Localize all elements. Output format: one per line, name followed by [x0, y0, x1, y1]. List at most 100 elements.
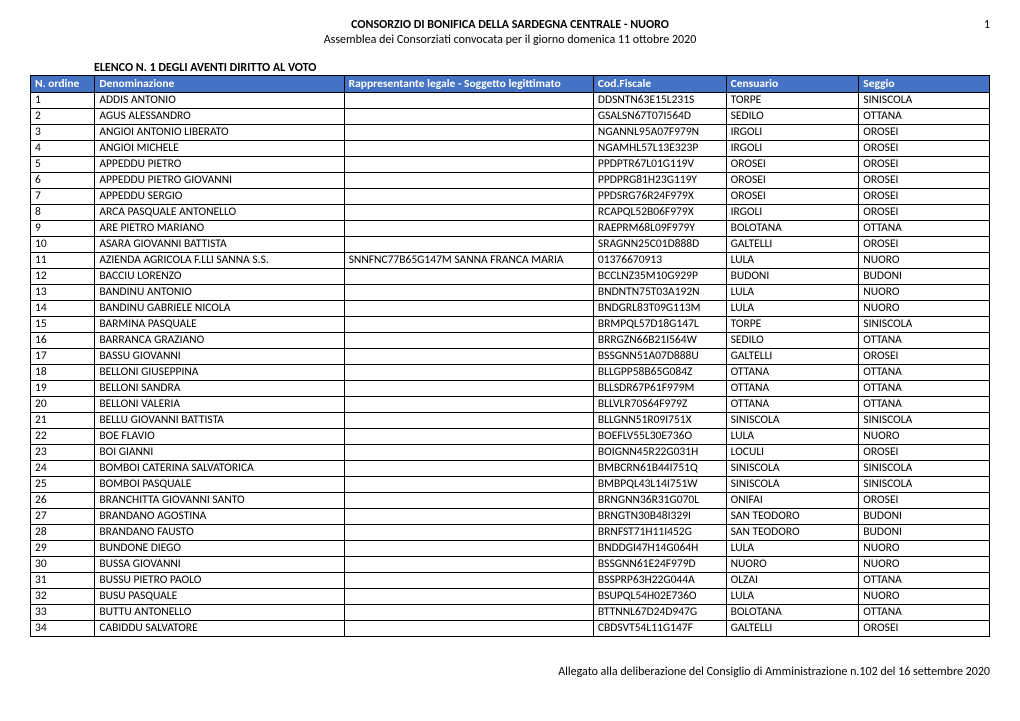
- table-cell: 9: [31, 221, 95, 237]
- table-cell: [344, 109, 593, 125]
- table-row: 12BACCIU LORENZOBCCLNZ35M10G929PBUDONIBU…: [31, 269, 990, 285]
- table-cell: OTTANA: [859, 573, 990, 589]
- table-cell: BTTNNL67D24D947G: [593, 605, 726, 621]
- table-row: 32BUSU PASQUALEBSUPQL54H02E736OLULANUORO: [31, 589, 990, 605]
- table-cell: NUORO: [859, 253, 990, 269]
- table-cell: IRGOLI: [726, 141, 859, 157]
- table-cell: 31: [31, 573, 95, 589]
- table-cell: NUORO: [726, 557, 859, 573]
- table-cell: [344, 141, 593, 157]
- table-cell: BARRANCA GRAZIANO: [95, 333, 344, 349]
- table-cell: NUORO: [859, 285, 990, 301]
- table-cell: BASSU GIOVANNI: [95, 349, 344, 365]
- table-cell: 2: [31, 109, 95, 125]
- footer-text: Allegato alla deliberazione del Consigli…: [30, 665, 990, 679]
- table-cell: 22: [31, 429, 95, 445]
- table-cell: OROSEI: [859, 189, 990, 205]
- table-cell: BOI GIANNI: [95, 445, 344, 461]
- col-header-seggio: Seggio: [859, 76, 990, 93]
- table-cell: BUDONI: [859, 509, 990, 525]
- table-cell: OROSEI: [726, 173, 859, 189]
- table-cell: BUDONI: [859, 269, 990, 285]
- table-cell: 3: [31, 125, 95, 141]
- document-header: CONSORZIO DI BONIFICA DELLA SARDEGNA CEN…: [30, 18, 990, 47]
- table-cell: TORPE: [726, 317, 859, 333]
- table-cell: SINISCOLA: [859, 317, 990, 333]
- table-cell: BLLSDR67P61F979M: [593, 381, 726, 397]
- table-cell: PPDPTR67L01G119V: [593, 157, 726, 173]
- table-row: 15BARMINA PASQUALEBRMPQL57D18G147LTORPES…: [31, 317, 990, 333]
- table-cell: 18: [31, 365, 95, 381]
- table-cell: 5: [31, 157, 95, 173]
- table-cell: NUORO: [859, 589, 990, 605]
- table-cell: [344, 285, 593, 301]
- table-cell: BELLONI SANDRA: [95, 381, 344, 397]
- table-cell: AGUS ALESSANDRO: [95, 109, 344, 125]
- table-cell: OLZAI: [726, 573, 859, 589]
- table-cell: BRANDANO FAUSTO: [95, 525, 344, 541]
- table-cell: OROSEI: [859, 621, 990, 637]
- table-cell: IRGOLI: [726, 125, 859, 141]
- table-cell: APPEDDU PIETRO: [95, 157, 344, 173]
- table-cell: BNDDGI47H14G064H: [593, 541, 726, 557]
- table-cell: 13: [31, 285, 95, 301]
- table-row: 33BUTTU ANTONELLOBTTNNL67D24D947GBOLOTAN…: [31, 605, 990, 621]
- table-cell: [344, 205, 593, 221]
- table-cell: BLLVLR70S64F979Z: [593, 397, 726, 413]
- table-cell: BANDINU GABRIELE NICOLA: [95, 301, 344, 317]
- table-cell: 14: [31, 301, 95, 317]
- table-row: 6APPEDDU PIETRO GIOVANNIPPDPRG81H23G119Y…: [31, 173, 990, 189]
- table-cell: OROSEI: [859, 349, 990, 365]
- voters-table: N. ordine Denominazione Rappresentante l…: [30, 75, 990, 637]
- table-cell: APPEDDU PIETRO GIOVANNI: [95, 173, 344, 189]
- table-cell: BUTTU ANTONELLO: [95, 605, 344, 621]
- table-cell: BNDGRL83T09G113M: [593, 301, 726, 317]
- table-cell: BSSPRP63H22G044A: [593, 573, 726, 589]
- table-cell: OTTANA: [726, 381, 859, 397]
- table-cell: NUORO: [859, 301, 990, 317]
- table-cell: SEDILO: [726, 109, 859, 125]
- table-cell: BOLOTANA: [726, 605, 859, 621]
- table-cell: [344, 93, 593, 109]
- table-cell: OROSEI: [859, 125, 990, 141]
- table-cell: OROSEI: [859, 237, 990, 253]
- table-cell: 19: [31, 381, 95, 397]
- table-cell: BUDONI: [859, 525, 990, 541]
- table-cell: SNNFNC77B65G147M SANNA FRANCA MARIA: [344, 253, 593, 269]
- table-cell: [344, 429, 593, 445]
- col-header-ordine: N. ordine: [31, 76, 95, 93]
- table-cell: BRRGZN66B21I564W: [593, 333, 726, 349]
- table-cell: OROSEI: [859, 141, 990, 157]
- table-cell: SINISCOLA: [726, 461, 859, 477]
- table-row: 26BRANCHITTA GIOVANNI SANTOBRNGNN36R31G0…: [31, 493, 990, 509]
- table-cell: GALTELLI: [726, 237, 859, 253]
- table-row: 14BANDINU GABRIELE NICOLA BNDGRL83T09G113…: [31, 301, 990, 317]
- table-cell: [344, 381, 593, 397]
- table-cell: 24: [31, 461, 95, 477]
- col-header-codfiscale: Cod.Fiscale: [593, 76, 726, 93]
- table-cell: SINISCOLA: [726, 477, 859, 493]
- table-row: 17BASSU GIOVANNIBSSGNN51A07D888UGALTELLI…: [31, 349, 990, 365]
- table-cell: NGAMHL57L13E323P: [593, 141, 726, 157]
- table-cell: [344, 493, 593, 509]
- table-cell: SAN TEODORO: [726, 525, 859, 541]
- table-cell: [344, 509, 593, 525]
- table-cell: OTTANA: [859, 605, 990, 621]
- table-row: 25BOMBOI PASQUALEBMBPQL43L14I751WSINISCO…: [31, 477, 990, 493]
- table-cell: DDSNTN63E15L231S: [593, 93, 726, 109]
- table-row: 22BOE FLAVIOBOEFLV55L30E736OLULANUORO: [31, 429, 990, 445]
- table-row: 34CABIDDU SALVATORECBDSVT54L11G147FGALTE…: [31, 621, 990, 637]
- table-row: 24BOMBOI CATERINA SALVATORICABMBCRN61B44…: [31, 461, 990, 477]
- table-cell: BRANDANO AGOSTINA: [95, 509, 344, 525]
- table-row: 28BRANDANO FAUSTOBRNFST71H11I452GSAN TEO…: [31, 525, 990, 541]
- table-cell: BOIGNN45R22G031H: [593, 445, 726, 461]
- col-header-censuario: Censuario: [726, 76, 859, 93]
- col-header-rappresentante: Rappresentante legale - Soggetto legitti…: [344, 76, 593, 93]
- table-cell: OROSEI: [859, 445, 990, 461]
- table-cell: [344, 237, 593, 253]
- table-cell: GALTELLI: [726, 621, 859, 637]
- page-number: 1: [984, 18, 990, 32]
- table-cell: [344, 413, 593, 429]
- table-row: 21BELLU GIOVANNI BATTISTABLLGNN51R09I751…: [31, 413, 990, 429]
- table-cell: 20: [31, 397, 95, 413]
